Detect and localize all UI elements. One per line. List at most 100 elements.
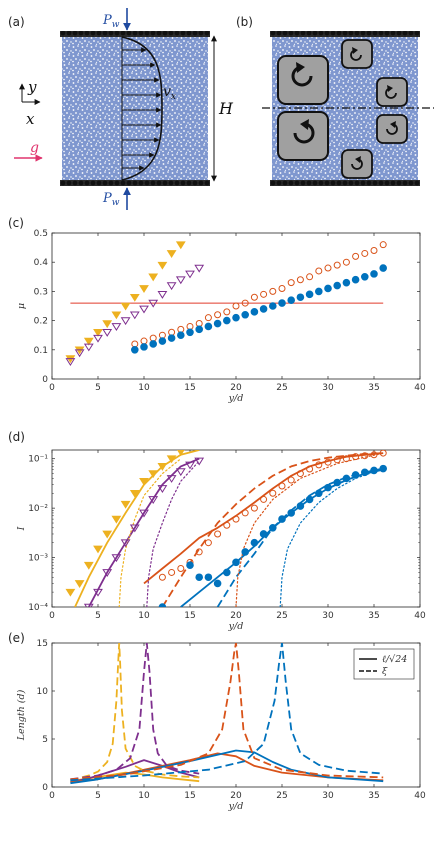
x-tick-label: 30 [322, 383, 334, 393]
panel-d-label: (d) [8, 430, 25, 444]
y-tick-label: 0.3 [34, 287, 48, 297]
marker-blue [379, 464, 388, 473]
y-tick-label: 0 [42, 783, 48, 793]
marker-blue [278, 299, 286, 307]
marker-yellow [166, 250, 177, 258]
marker-yellow [120, 500, 131, 509]
marker-purple [166, 475, 177, 483]
marker-purple [139, 509, 149, 518]
marker-yellow [65, 588, 76, 597]
x-axis-label: y/d [228, 393, 244, 404]
marker-blue [158, 337, 167, 345]
marker-orange [370, 247, 378, 255]
marker-blue [296, 502, 305, 510]
marker-yellow [148, 470, 159, 479]
top-wall-b [270, 31, 420, 37]
marker-purple [148, 496, 159, 504]
marker-yellow [175, 241, 186, 250]
series-purple-solid [70, 759, 200, 784]
y-tick-label: 10⁻² [28, 504, 48, 514]
vortex-small-4 [341, 149, 373, 179]
marker-purple [139, 305, 149, 314]
marker-blue [131, 346, 139, 354]
marker-blue [342, 474, 351, 483]
velocity-profile [121, 36, 163, 181]
marker-blue [250, 538, 259, 547]
plot-area [65, 241, 388, 367]
marker-yellow [102, 320, 113, 329]
marker-blue [195, 325, 203, 334]
x-tick-label: 10 [138, 383, 150, 393]
y-tick-label: 5 [42, 735, 48, 745]
marker-purple [74, 349, 85, 358]
y-tick-label: 15 [37, 639, 48, 649]
marker-purple [83, 343, 94, 352]
y-tick-label: 0 [42, 375, 48, 385]
marker-purple [194, 457, 205, 466]
x-tick-label: 35 [368, 611, 379, 621]
x-axis-label: y/d [228, 801, 244, 812]
marker-purple [111, 554, 122, 563]
marker-yellow [148, 273, 159, 282]
marker-yellow [93, 545, 103, 554]
panel-b-label: (b) [236, 15, 253, 29]
vortex-large-top [277, 55, 329, 105]
marker-orange [204, 314, 212, 322]
x-tick-label: 25 [276, 791, 287, 801]
marker-orange [250, 504, 258, 512]
x-tick-label: 15 [184, 383, 195, 393]
marker-blue [232, 313, 240, 322]
x-tick-label: 35 [368, 383, 379, 393]
marker-yellow [129, 293, 140, 302]
velocity-label: vx [163, 84, 176, 102]
marker-purple [120, 539, 131, 548]
marker-yellow [111, 311, 122, 320]
marker-blue [315, 287, 323, 296]
vortex-small-2 [376, 77, 408, 107]
marker-orange [379, 450, 387, 457]
x-tick-label: 30 [322, 611, 334, 621]
marker-blue [204, 573, 213, 582]
gravity-label: g [30, 140, 39, 156]
legend-label: ℓ/√24 [382, 654, 407, 665]
marker-yellow [157, 463, 168, 471]
y-axis-label-a: y [27, 78, 37, 96]
marker-yellow [166, 455, 177, 464]
bottom-wall-b [270, 180, 420, 186]
marker-orange [324, 264, 332, 272]
marker-orange [241, 299, 249, 307]
marker-orange [361, 249, 369, 257]
marker-purple [102, 569, 113, 577]
curve-yellow-solid [74, 450, 200, 607]
marker-purple [93, 334, 103, 343]
marker-orange [260, 290, 268, 298]
x-tick-label: 30 [322, 791, 334, 801]
marker-blue [186, 561, 194, 570]
plot-area [70, 643, 384, 785]
marker-orange [333, 261, 341, 269]
chart-d: 0 5 10 15 20 25 30 35 40 10⁻⁴ 10⁻³ 10⁻² 10⁻¹ y/d I [16, 449, 426, 632]
marker-yellow [111, 515, 122, 524]
x-tick-label: 25 [276, 383, 287, 393]
pressure-label-top: Pw [102, 13, 120, 30]
marker-orange [352, 453, 360, 461]
marker-yellow [129, 489, 140, 498]
marker-purple [148, 299, 159, 308]
x-tick-label: 40 [414, 383, 426, 393]
marker-blue [223, 316, 231, 325]
marker-orange [315, 267, 323, 275]
marker-orange [379, 241, 387, 249]
x-axis-label-a: x [26, 110, 35, 128]
marker-yellow [102, 530, 113, 539]
x-tick-label: 5 [95, 791, 101, 801]
curve-orange-dotted [235, 452, 384, 607]
bottom-wall-a [60, 180, 210, 186]
series-orange-dashed [70, 643, 384, 781]
granular-bed-a [62, 34, 208, 184]
x-tick-label: 15 [184, 611, 195, 621]
marker-orange [296, 470, 304, 478]
marker-orange [306, 465, 314, 473]
x-tick-label: 5 [95, 611, 101, 621]
marker-purple [83, 603, 94, 607]
marker-orange [287, 279, 295, 287]
